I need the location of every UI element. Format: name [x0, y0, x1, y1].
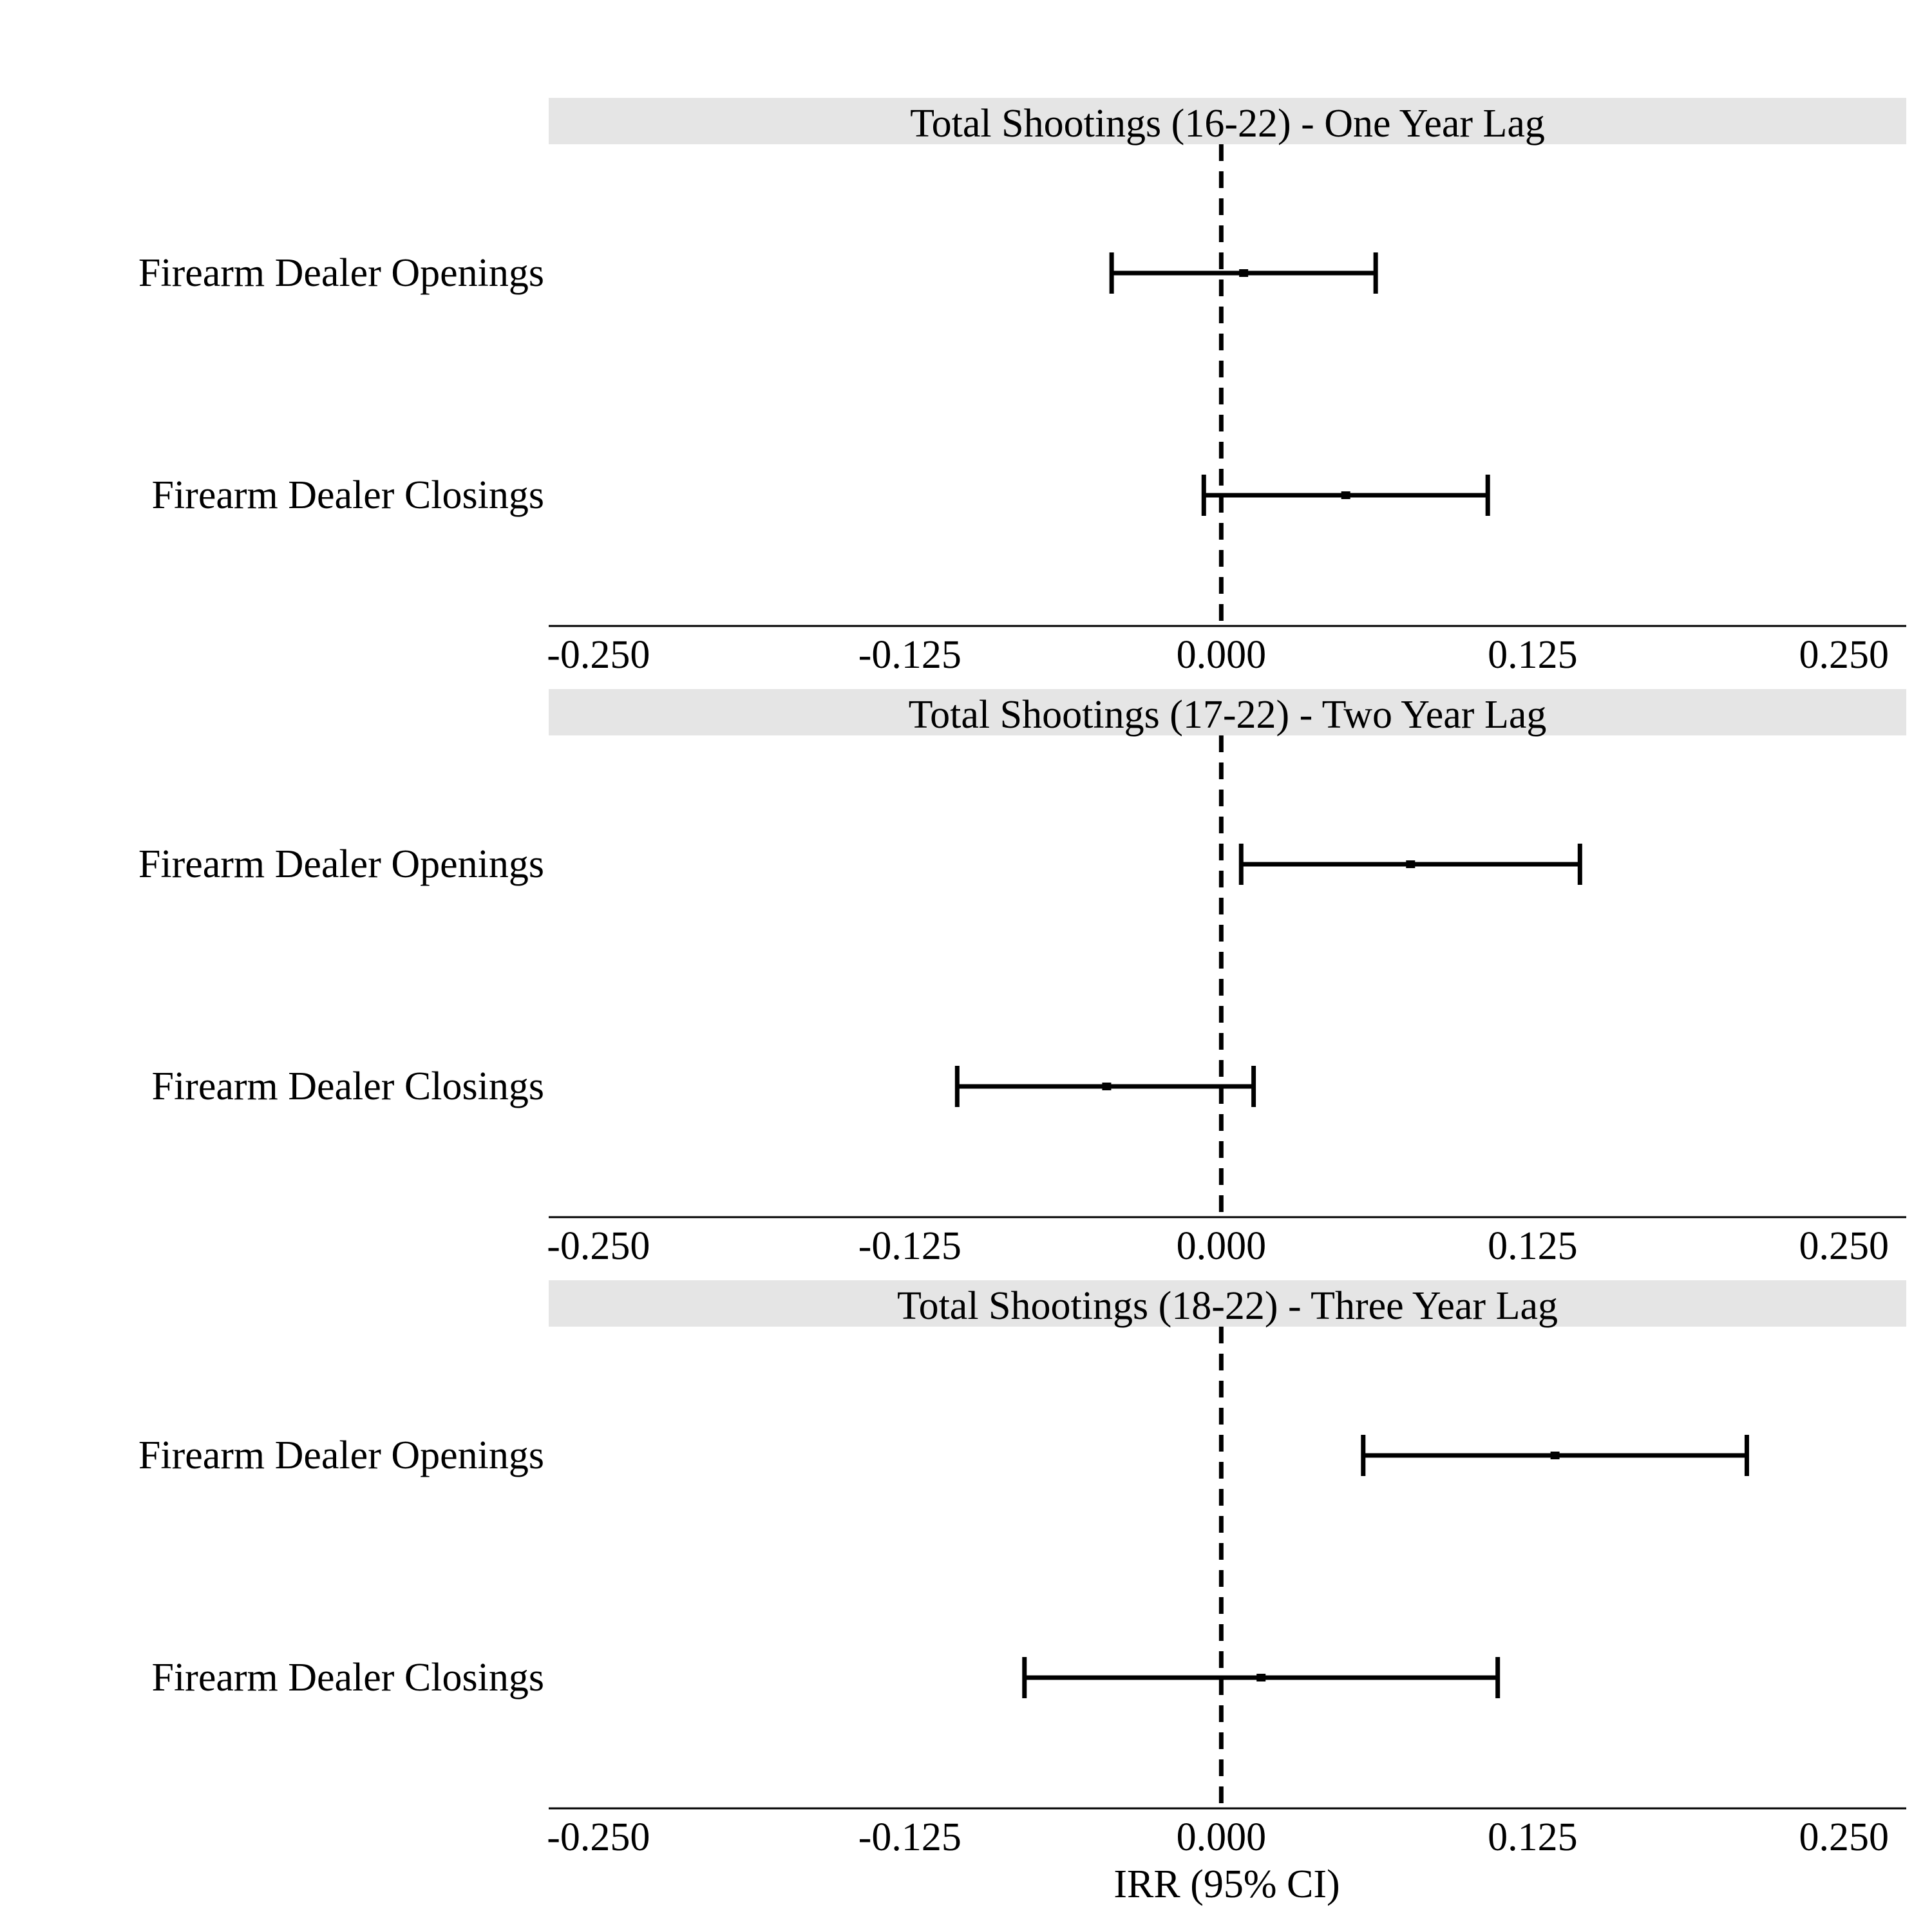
row-label-firearm-dealer-closings: Firearm Dealer Closings: [151, 1656, 544, 1700]
x-tick-label: 0.000: [1177, 1815, 1267, 1859]
x-tick-label: 0.000: [1177, 633, 1267, 677]
row-label-firearm-dealer-closings: Firearm Dealer Closings: [151, 1065, 544, 1108]
point-estimate-firearm-dealer-openings: [1406, 860, 1416, 868]
x-tick-label: -0.250: [547, 1815, 650, 1859]
panel-1: Total Shootings (16-22) - One Year Lag Fi…: [138, 98, 1906, 677]
panel-title: Total Shootings (18-22) - Three Year Lag: [897, 1284, 1558, 1328]
x-tick-label: -0.125: [858, 1224, 961, 1268]
panels-group: Total Shootings (16-22) - One Year Lag Fi…: [138, 98, 1906, 1859]
x-tick-label: 0.250: [1799, 633, 1889, 677]
panel-strip: [549, 689, 1906, 735]
panel-3: Total Shootings (18-22) - Three Year Lag…: [138, 1280, 1906, 1859]
row-label-firearm-dealer-closings: Firearm Dealer Closings: [151, 473, 544, 517]
panel-title: Total Shootings (16-22) - One Year Lag: [910, 102, 1545, 146]
x-tick-label: -0.250: [547, 1224, 650, 1268]
x-tick-label: 0.250: [1799, 1224, 1889, 1268]
panel-2: Total Shootings (17-22) - Two Year Lag Fi…: [138, 689, 1906, 1268]
panel-title: Total Shootings (17-22) - Two Year Lag: [909, 693, 1547, 737]
x-tick-label: 0.125: [1488, 1815, 1578, 1859]
x-tick-label: 0.125: [1488, 1224, 1578, 1268]
panel-strip: [549, 1280, 1906, 1327]
x-tick-label: 0.000: [1177, 1224, 1267, 1268]
point-estimate-firearm-dealer-closings: [1341, 491, 1350, 499]
x-tick-label: -0.250: [547, 633, 650, 677]
x-tick-label: 0.250: [1799, 1815, 1889, 1859]
x-tick-label: 0.125: [1488, 633, 1578, 677]
point-estimate-firearm-dealer-closings: [1102, 1083, 1112, 1090]
x-tick-label: -0.125: [858, 633, 961, 677]
point-estimate-firearm-dealer-openings: [1550, 1452, 1560, 1459]
point-estimate-firearm-dealer-closings: [1256, 1674, 1266, 1681]
point-estimate-firearm-dealer-openings: [1239, 269, 1249, 277]
row-label-firearm-dealer-openings: Firearm Dealer Openings: [138, 251, 544, 295]
row-label-firearm-dealer-openings: Firearm Dealer Openings: [138, 1434, 544, 1477]
row-label-firearm-dealer-openings: Firearm Dealer Openings: [138, 842, 544, 886]
x-tick-label: -0.125: [858, 1815, 961, 1859]
panel-strip: [549, 98, 1906, 144]
x-axis-title: IRR (95% CI): [1113, 1862, 1340, 1906]
